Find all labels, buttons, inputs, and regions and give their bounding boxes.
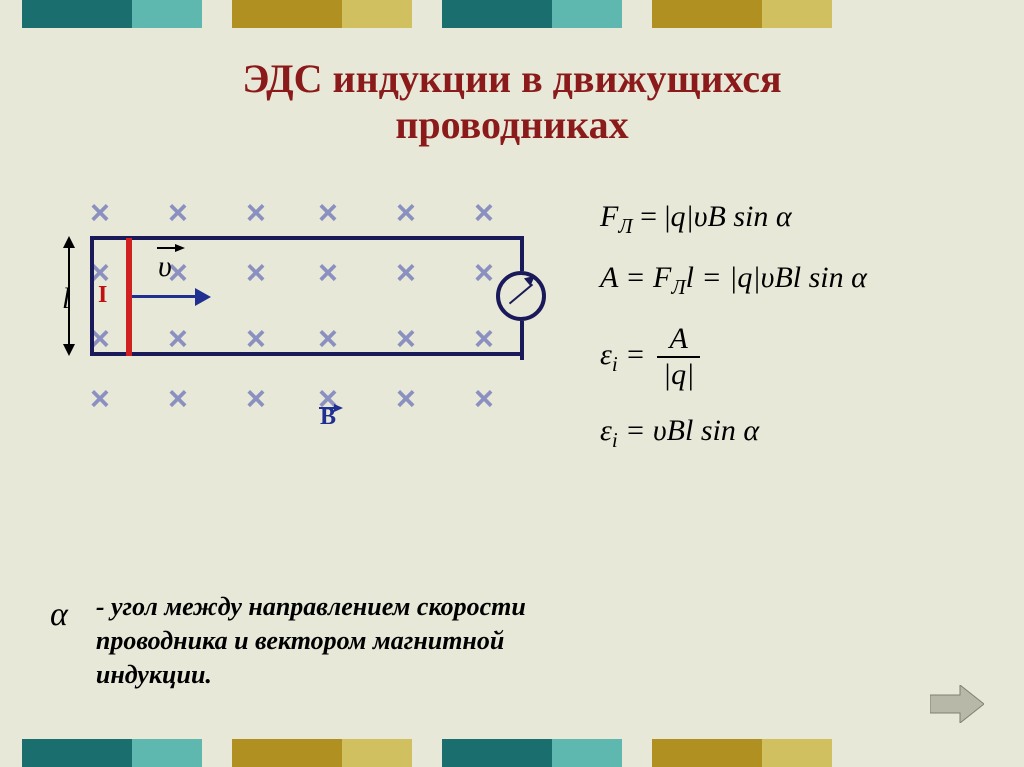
formula-lorentz-force: FЛ = |q|υB sin α [600,200,1000,239]
galvanometer [496,271,546,321]
border-top [0,0,1024,28]
formula-work: A = FЛl = |q|υBl sin α [600,261,1000,300]
page-title: ЭДС индукции в движущихся проводниках [0,56,1024,148]
border-bottom [0,739,1024,767]
field-cross-icon: × [90,194,110,233]
field-cross-icon: × [246,380,266,419]
alpha-symbol: α [50,596,68,634]
field-cross-icon: × [474,194,494,233]
circuit-diagram: ×××××××××××××××××××××××× l I υ B [40,190,580,450]
formula-emf-final: εi = υBl sin α [600,414,1000,453]
field-cross-icon: × [474,380,494,419]
field-cross-icon: × [168,380,188,419]
alpha-text: - угол между направлением скорости прово… [96,590,526,691]
length-label: l [62,282,70,316]
field-cross-icon: × [168,194,188,233]
wire-top [520,236,524,271]
velocity-label: υ [158,250,172,284]
field-cross-icon: × [318,194,338,233]
current-label: I [98,282,107,309]
next-slide-button[interactable] [930,685,984,723]
title-line-1: ЭДС индукции в движущихся [0,56,1024,102]
title-line-2: проводниках [0,102,1024,148]
field-cross-icon: × [396,380,416,419]
field-cross-icon: × [90,380,110,419]
field-cross-icon: × [246,194,266,233]
alpha-definition: α - угол между направлением скорости про… [50,590,950,691]
velocity-arrow-head [195,288,211,306]
velocity-vector-mark [157,243,181,245]
field-cross-icon: × [396,194,416,233]
velocity-arrow-line [132,295,197,298]
formula-block: FЛ = |q|υB sin α A = FЛl = |q|υBl sin α … [600,200,1000,475]
formula-emf-def: εi = A|q| [600,322,1000,392]
wire-bot [520,321,524,360]
b-field-label: B [320,404,336,431]
